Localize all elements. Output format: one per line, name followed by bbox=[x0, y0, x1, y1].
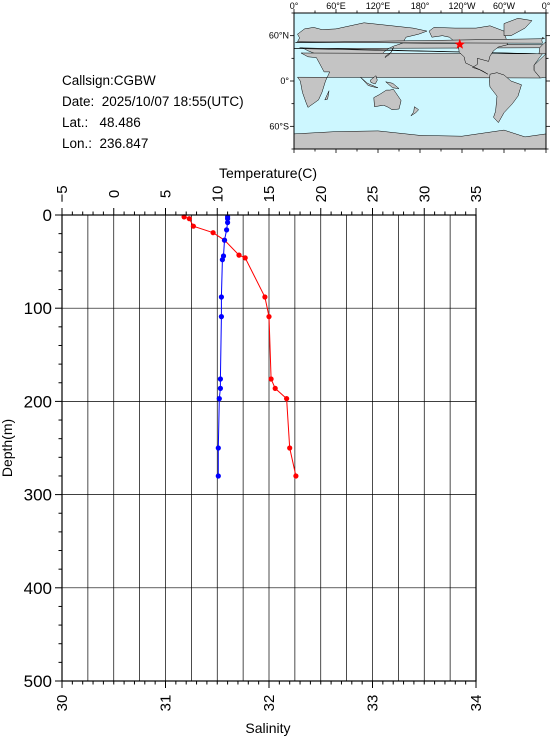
map-labels: 0° 60°E 120°E 180° 120°W 60°W 0° 60°N 0° 60°S bbox=[269, 1, 551, 131]
temperature-point bbox=[262, 294, 268, 300]
land-shape bbox=[503, 18, 533, 36]
top-tick-label: 35 bbox=[468, 186, 485, 203]
latitude-text: Lat.: 48.486 bbox=[62, 115, 141, 130]
salinity-point bbox=[218, 314, 224, 320]
top-tick-label: 10 bbox=[209, 186, 226, 203]
date-text: Date: 2025/10/07 18:55(UTC) bbox=[62, 94, 244, 109]
temperature-point bbox=[242, 255, 248, 261]
station-marker-icon bbox=[454, 38, 465, 49]
map-lon-label: 0° bbox=[542, 1, 551, 11]
map-lat-label: 60°S bbox=[269, 121, 289, 131]
depth-tick-label: 500 bbox=[24, 672, 52, 691]
land-shape bbox=[410, 106, 419, 117]
land-shape bbox=[489, 72, 522, 124]
salinity-point bbox=[225, 219, 231, 226]
top-tick-label: 15 bbox=[261, 186, 278, 203]
salinity-point bbox=[224, 227, 230, 233]
world-map: 0° 60°E 120°E 180° 120°W 60°W 0° 60°N 0° 60°S bbox=[269, 1, 551, 153]
salinity-point bbox=[217, 385, 223, 391]
map-frame-ticks bbox=[290, 9, 550, 153]
depth-tick-label: 200 bbox=[24, 392, 52, 411]
temperature-point bbox=[284, 396, 290, 402]
map-lon-label: 60°W bbox=[493, 1, 516, 11]
land-shape bbox=[360, 77, 379, 89]
land-shape bbox=[533, 53, 547, 79]
temperature-point bbox=[210, 230, 216, 236]
top-tick-label: 30 bbox=[416, 186, 433, 203]
salinity-point bbox=[221, 237, 228, 243]
map-land bbox=[293, 18, 547, 150]
salinity-point bbox=[215, 473, 221, 479]
land-shape bbox=[324, 90, 330, 101]
salinity-point bbox=[225, 216, 231, 222]
map-lon-label: 0° bbox=[290, 1, 299, 11]
y-axis-title: Depth(m) bbox=[0, 419, 15, 477]
callsign-text: Callsign:CGBW bbox=[62, 73, 156, 88]
map-lon-label: 60°E bbox=[326, 1, 346, 11]
bottom-axis-title: Salinity bbox=[245, 720, 290, 736]
land-shape bbox=[297, 52, 544, 108]
chart-series bbox=[181, 214, 299, 479]
salinity-point bbox=[217, 376, 223, 382]
top-axis-title: Temperature(C) bbox=[219, 165, 317, 181]
land-shape bbox=[373, 89, 402, 110]
land-shape bbox=[370, 75, 378, 85]
salinity-point bbox=[215, 445, 221, 451]
map-lon-label: 120°E bbox=[366, 1, 391, 11]
salinity-point bbox=[216, 396, 222, 402]
bottom-tick-label: 31 bbox=[158, 695, 175, 712]
map-lon-label: 120°W bbox=[448, 1, 476, 11]
depth-tick-label: 400 bbox=[24, 579, 52, 598]
map-frame bbox=[293, 12, 547, 150]
temperature-point bbox=[272, 385, 278, 391]
temperature-point bbox=[293, 473, 299, 479]
bottom-tick-label: 32 bbox=[261, 695, 278, 712]
top-tick-label: 20 bbox=[313, 186, 330, 203]
temperature-point bbox=[266, 314, 272, 320]
land-shape bbox=[385, 81, 400, 89]
depth-tick-label: 300 bbox=[24, 486, 52, 505]
land-shape bbox=[384, 46, 394, 59]
top-tick-label: 0 bbox=[106, 190, 123, 198]
top-tick-label: 5 bbox=[158, 190, 175, 198]
map-lon-label: 180° bbox=[411, 1, 430, 11]
salinity-point bbox=[219, 257, 225, 263]
temperature-point bbox=[268, 376, 274, 382]
salinity-point bbox=[218, 294, 224, 300]
longitude-text: Lon.: 236.847 bbox=[62, 136, 149, 151]
temperature-point bbox=[186, 216, 192, 222]
top-tick-label: −5 bbox=[54, 185, 71, 202]
bottom-tick-label: 34 bbox=[468, 695, 485, 712]
bottom-tick-label: 33 bbox=[365, 695, 382, 712]
top-tick-label: 25 bbox=[365, 186, 382, 203]
red-star-icon bbox=[454, 38, 465, 49]
temperature-point bbox=[236, 252, 242, 258]
depth-tick-label: 100 bbox=[24, 299, 52, 318]
map-lat-label: 60°N bbox=[269, 31, 289, 41]
land-shape bbox=[295, 36, 546, 44]
land-shape bbox=[538, 41, 547, 55]
depth-tick-label: 0 bbox=[43, 206, 52, 225]
temperature-point bbox=[287, 445, 293, 451]
temperature-point bbox=[190, 223, 196, 229]
bottom-tick-label: 30 bbox=[54, 695, 71, 712]
map-lat-label: 0° bbox=[280, 76, 289, 86]
plot-frame bbox=[61, 214, 477, 682]
chart-grid bbox=[61, 215, 477, 681]
